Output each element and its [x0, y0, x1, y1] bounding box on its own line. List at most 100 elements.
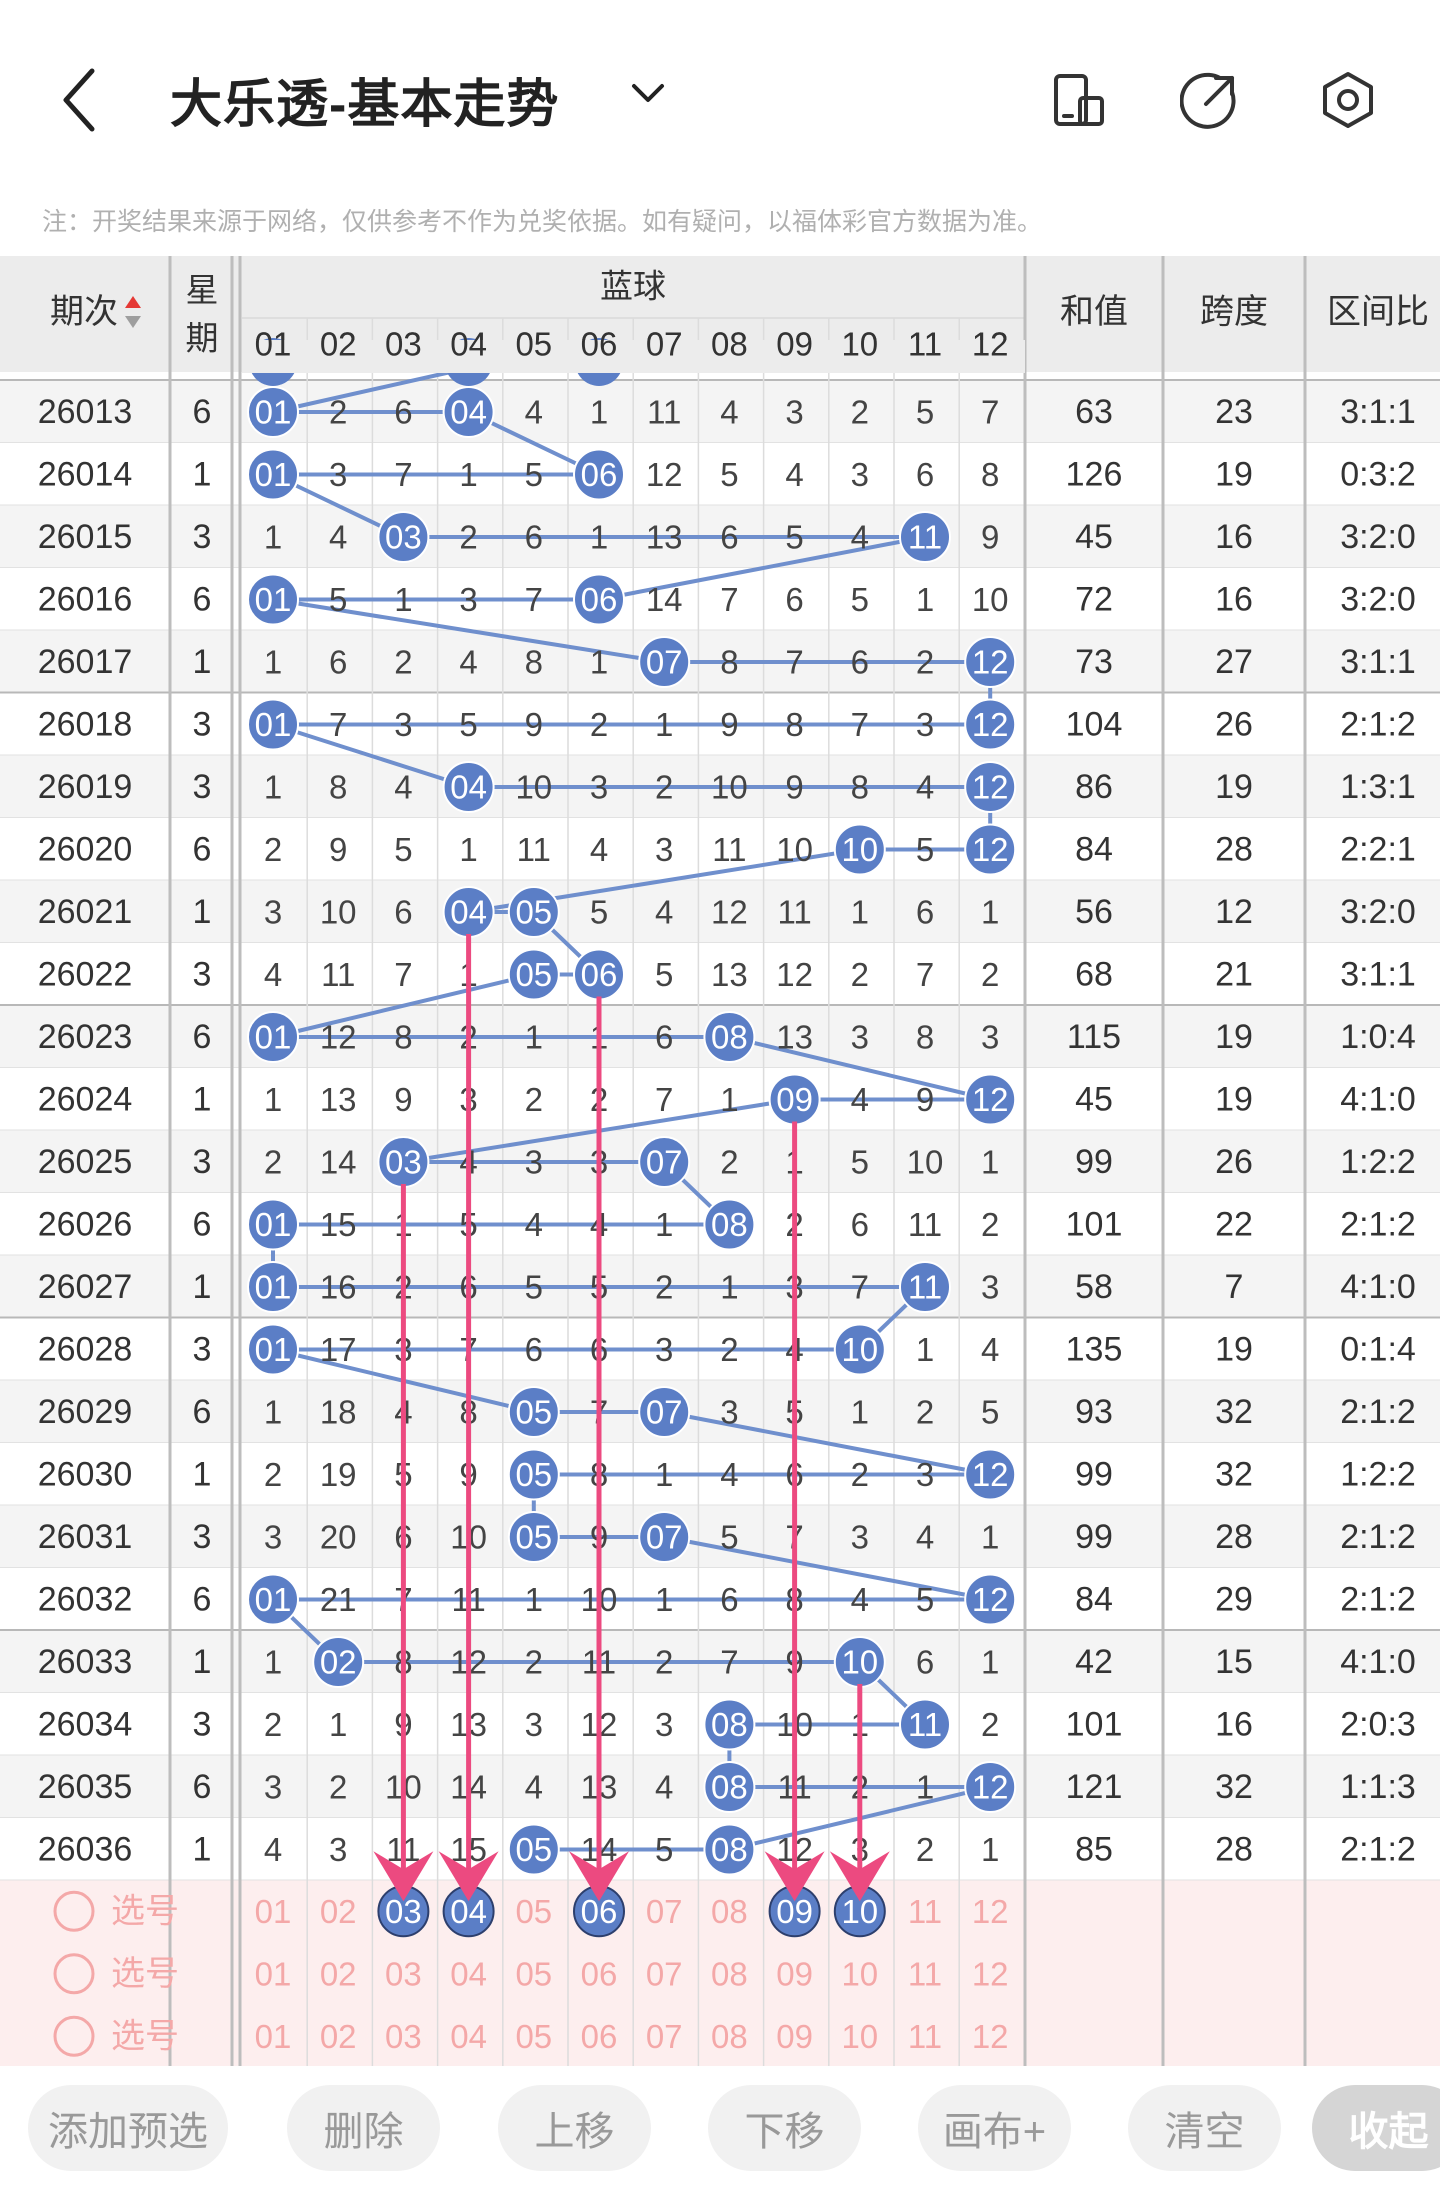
ratio-cell: 2:1:2	[1340, 1206, 1416, 1244]
picker-number[interactable]: 12	[972, 2018, 1009, 2055]
picker-number[interactable]: 03	[385, 2018, 422, 2055]
issue-cell: 26019	[38, 768, 133, 806]
blue-number-header: 09	[776, 326, 813, 363]
sum-cell: 56	[1075, 893, 1113, 931]
picker-number[interactable]: 02	[320, 1893, 357, 1930]
picker-number[interactable]: 11	[908, 1893, 942, 1930]
arrow-head	[373, 1851, 434, 1902]
ball-06	[573, 573, 625, 626]
chevron-down-icon[interactable]	[628, 78, 668, 108]
picker-number[interactable]: 12	[972, 1893, 1009, 1930]
select-label[interactable]: 选号	[111, 2017, 179, 2055]
canvas-button[interactable]: 画布+	[918, 2085, 1071, 2171]
ball-number: 06	[581, 956, 618, 993]
picker-number[interactable]: 05	[515, 2018, 552, 2055]
sum-cell: 58	[1075, 1268, 1113, 1306]
picker-number[interactable]: 09	[776, 1955, 813, 1992]
miss-count: 10	[711, 769, 748, 806]
delete-button[interactable]: 删除	[287, 2085, 440, 2171]
miss-count: 3	[655, 831, 673, 868]
miss-count: 10	[972, 581, 1009, 618]
miss-count: 5	[525, 456, 543, 493]
ball-number: 10	[841, 831, 878, 868]
miss-count: 5	[590, 894, 608, 931]
add-preselect-button[interactable]: 添加预选	[28, 2085, 228, 2171]
picker-number[interactable]: 07	[646, 1955, 683, 1992]
miss-count: 12	[646, 456, 683, 493]
picker-number[interactable]: 05	[515, 1893, 552, 1930]
picker-number[interactable]: 01	[255, 2018, 292, 2055]
layout-icon[interactable]	[1050, 70, 1110, 130]
span-cell: 28	[1215, 1831, 1253, 1869]
ratio-cell: 4:1:0	[1340, 1268, 1416, 1306]
picker-number[interactable]: 08	[711, 1893, 748, 1930]
miss-count: 5	[851, 1144, 869, 1181]
sum-cell: 72	[1075, 581, 1113, 619]
picker-number[interactable]: 08	[711, 1955, 748, 1992]
collapse-button[interactable]: 收起	[1312, 2085, 1440, 2171]
picker-number[interactable]: 05	[515, 1955, 552, 1992]
page-title[interactable]: 大乐透-基本走势	[170, 76, 560, 134]
picker-number[interactable]: 11	[908, 2018, 942, 2055]
select-radio[interactable]	[53, 1890, 95, 1932]
picker-number[interactable]: 04	[450, 2018, 487, 2055]
picker-number[interactable]: 07	[646, 1893, 683, 1930]
share-icon[interactable]	[1180, 70, 1240, 130]
picker-number[interactable]: 04	[450, 1955, 487, 1992]
picker-number[interactable]: 01	[255, 1955, 292, 1992]
blue-number-header: 03	[385, 326, 422, 363]
move-down-button[interactable]: 下移	[708, 2085, 861, 2171]
picker-number[interactable]: 02	[320, 2018, 357, 2055]
picker-number[interactable]: 07	[646, 2018, 683, 2055]
select-label[interactable]: 选号	[111, 1955, 179, 1993]
picker-number[interactable]: 12	[972, 1955, 1009, 1992]
miss-count: 4	[264, 956, 282, 993]
issue-cell: 26031	[38, 1518, 133, 1556]
span-cell: 12	[1215, 893, 1253, 931]
picker-number[interactable]: 09	[776, 2018, 813, 2055]
select-radio[interactable]	[53, 1953, 95, 1995]
picker-number[interactable]: 11	[908, 1955, 942, 1992]
sort-up-icon[interactable]	[125, 296, 141, 308]
miss-count: 14	[320, 1144, 357, 1181]
picker-number[interactable]: 03	[385, 1955, 422, 1992]
picker-number[interactable]: 06	[581, 2018, 618, 2055]
select-radio[interactable]	[53, 2015, 95, 2057]
picker-number[interactable]: 06	[581, 1955, 618, 1992]
clear-button[interactable]: 清空	[1128, 2085, 1281, 2171]
ball-01	[247, 1323, 299, 1376]
back-icon[interactable]	[60, 65, 100, 135]
picker-number[interactable]: 10	[841, 1955, 878, 1992]
move-up-button[interactable]: 上移	[498, 2085, 651, 2171]
picker-number[interactable]: 10	[841, 2018, 878, 2055]
issue-cell: 26018	[38, 706, 133, 744]
picker-number[interactable]: 01	[255, 1893, 292, 1930]
miss-count: 6	[851, 644, 869, 681]
sort-down-icon[interactable]	[125, 316, 141, 328]
issue-cell: 26034	[38, 1706, 133, 1744]
issue-cell: 26013	[38, 393, 133, 431]
span-cell: 29	[1215, 1581, 1253, 1619]
miss-count: 8	[851, 769, 869, 806]
miss-count: 1	[525, 1581, 543, 1618]
ball-05	[507, 1448, 560, 1501]
miss-count: 9	[785, 769, 803, 806]
ratio-cell: 4:1:0	[1340, 1081, 1416, 1119]
issue-cell: 26036	[38, 1831, 133, 1869]
miss-count: 3	[851, 1019, 869, 1056]
miss-count: 5	[655, 956, 673, 993]
miss-count: 6	[394, 894, 412, 931]
miss-count: 8	[916, 1019, 934, 1056]
column-issue-header[interactable]: 期次	[50, 293, 118, 331]
ball-08	[703, 1823, 756, 1876]
picker-number[interactable]: 08	[711, 2018, 748, 2055]
picker-number[interactable]: 02	[320, 1955, 357, 1992]
miss-count: 7	[525, 581, 543, 618]
miss-count: 7	[394, 956, 412, 993]
miss-count: 5	[785, 519, 803, 556]
miss-count: 9	[916, 1081, 934, 1118]
settings-icon[interactable]	[1318, 70, 1378, 130]
miss-count: 8	[525, 644, 543, 681]
sum-cell: 135	[1066, 1331, 1123, 1369]
select-label[interactable]: 选号	[111, 1892, 179, 1930]
